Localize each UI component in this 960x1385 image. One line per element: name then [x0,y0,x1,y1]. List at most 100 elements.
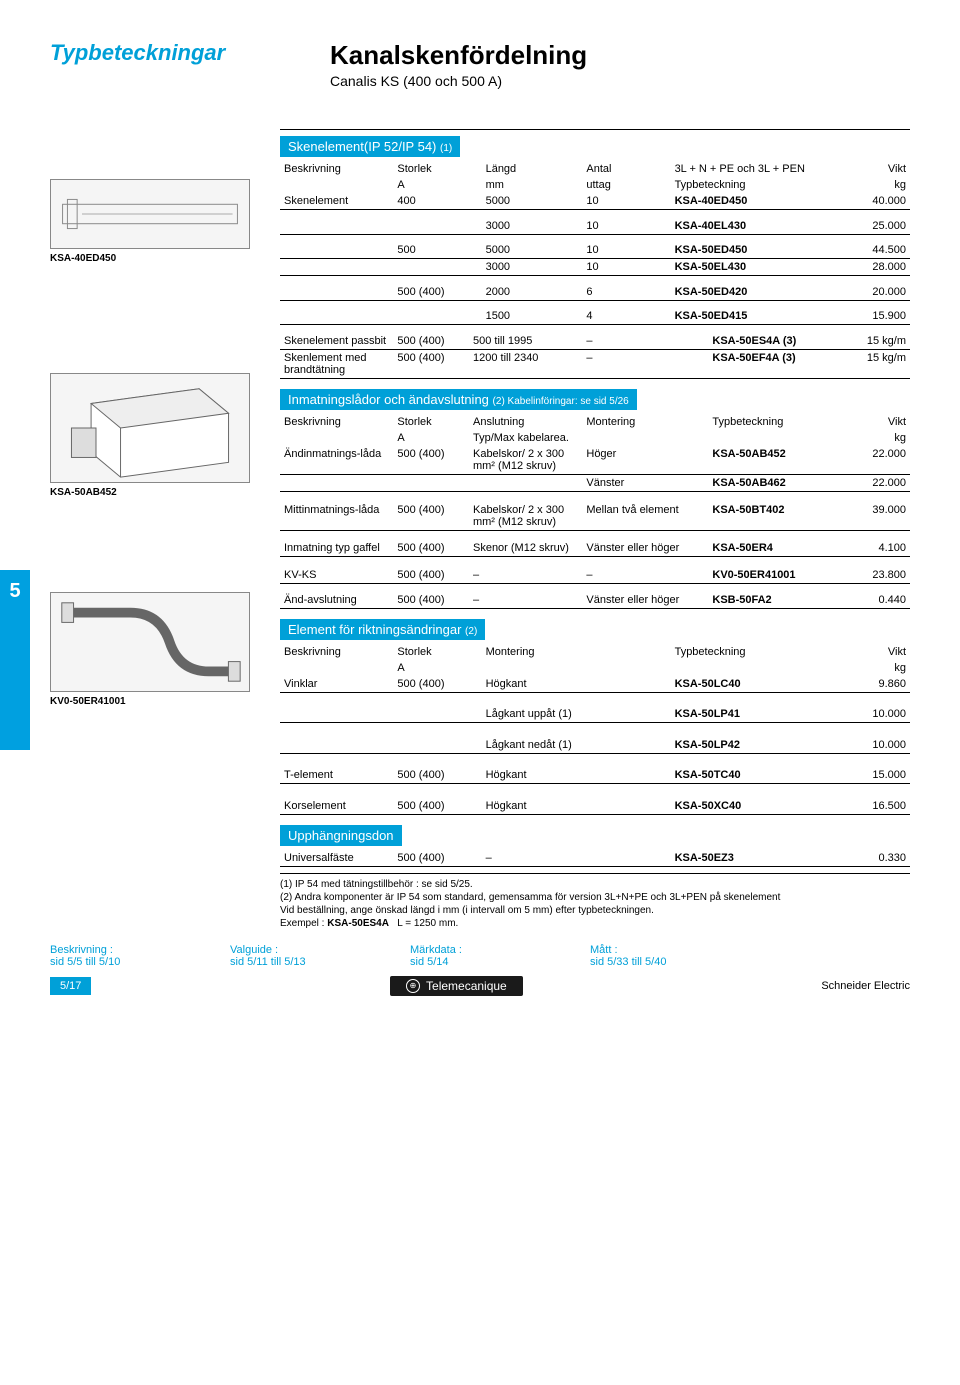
table-cell: 15.900 [834,308,910,325]
table-cell: Inmatning typ gaffel [280,540,393,557]
table-cell: 0.330 [834,850,910,867]
table-cell: Vänster eller höger [582,592,708,609]
table-cell: KSA-50TC40 [671,767,835,784]
table-cell: 1500 [482,308,583,325]
table-row: Vinklar500 (400)HögkantKSA-50LC409.860 [280,676,910,693]
table-cell: KSA-50EL430 [671,259,835,276]
product-image-element [50,592,250,692]
link-valguide[interactable]: Valguide :sid 5/11 till 5/13 [230,944,410,968]
table-cell [280,475,393,492]
table-cell: KSA-50ED420 [671,284,835,301]
table-cell: Universalfäste [280,850,393,867]
main-title: Kanalskenfördelning [330,40,910,71]
table-cell [280,737,393,754]
table-cell: 9.860 [834,676,910,693]
table-cell: – [469,592,582,609]
table-cell: 22.000 [834,475,910,492]
table-cell: 500 (400) [393,540,469,557]
table-cell: 1200 till 2340 [469,350,582,379]
table-cell: KSA-50AB452 [708,446,834,475]
table-cell: 5000 [482,193,583,210]
table-cell: 10.000 [834,706,910,723]
table-cell: 10.000 [834,737,910,754]
page-number: 5/17 [50,977,91,995]
table-cell [393,706,481,723]
table-cell: 500 (400) [393,502,469,531]
table-cell [280,706,393,723]
table-cell: Högkant [482,676,671,693]
table-row: Skenelement passbit500 (400)500 till 199… [280,333,910,350]
brand-logo: ⊕ Telemecanique [390,976,523,996]
table-cell: 500 (400) [393,350,469,379]
table-cell: 15 kg/m [834,333,910,350]
table-cell: 15.000 [834,767,910,784]
table-cell: 500 (400) [393,333,469,350]
table-cell: Skenor (M12 skruv) [469,540,582,557]
table-cell [393,737,481,754]
link-markdata[interactable]: Märkdata :sid 5/14 [410,944,590,968]
table-cell: Vinklar [280,676,393,693]
table-cell: KSA-50ED450 [671,242,835,259]
table-row: 300010KSA-50EL43028.000 [280,259,910,276]
side-tab: 5 [0,570,30,750]
section4-heading: Upphängningsdon [280,825,402,846]
table-cell: 500 (400) [393,850,481,867]
table-cell: 500 (400) [393,567,469,584]
table-cell: KV0-50ER41001 [708,567,834,584]
table-cell: – [582,567,708,584]
table-cell: KSA-50AB462 [708,475,834,492]
table-cell: KSA-50LP41 [671,706,835,723]
table-cell: 500 (400) [393,592,469,609]
table-row: Änd-avslutning500 (400)–Vänster eller hö… [280,592,910,609]
table-cell: Skenelement passbit [280,333,393,350]
table-cell: – [469,567,582,584]
table-row: Ändinmatnings-låda500 (400)Kabelskor/ 2 … [280,446,910,475]
table-cell: Kabelskor/ 2 x 300 mm² (M12 skruv) [469,502,582,531]
table-cell: KSA-50XC40 [671,798,835,815]
section3-heading: Element för riktningsändringar (2) [280,619,485,640]
table-cell: Ändinmatnings-låda [280,446,393,475]
table-cell: 20.000 [834,284,910,301]
table-cell: 10 [582,218,670,235]
table-cell: – [482,850,671,867]
table-row: 15004KSA-50ED41515.900 [280,308,910,325]
table-cell: 4.100 [834,540,910,557]
table-cell [393,475,469,492]
table-cell: 40.000 [834,193,910,210]
footnotes: (1) IP 54 med tätningstillbehör : se sid… [280,873,910,930]
table-cell [393,308,481,325]
header-left-title: Typbeteckningar [50,40,330,66]
table-cell: 500 (400) [393,284,481,301]
table-cell [393,259,481,276]
table-cell: Vänster [582,475,708,492]
table-cell: T-element [280,767,393,784]
table-row: Korselement500 (400)HögkantKSA-50XC4016.… [280,798,910,815]
table-cell: Högkant [482,767,671,784]
brand-icon: ⊕ [406,979,420,993]
section2-heading: Inmatningslådor och ändavslutning (2) Ka… [280,389,637,410]
table-cell: Korselement [280,798,393,815]
table-cell: KSB-50FA2 [708,592,834,609]
link-beskrivning[interactable]: Beskrivning :sid 5/5 till 5/10 [50,944,230,968]
table-cell: KSA-40ED450 [671,193,835,210]
product-image-inmatning [50,373,250,483]
table-row: Inmatning typ gaffel500 (400)Skenor (M12… [280,540,910,557]
table-cell [280,284,393,301]
table-cell: Kabelskor/ 2 x 300 mm² (M12 skruv) [469,446,582,475]
link-matt[interactable]: Mått :sid 5/33 till 5/40 [590,944,770,968]
product-image-skenelement [50,179,250,249]
footer: 5/17 ⊕ Telemecanique Schneider Electric [50,976,910,996]
table-skenelement: Beskrivning Storlek Längd Antal 3L + N +… [280,161,910,325]
image-label-1: KSA-40ED450 [50,253,265,264]
table-row: 300010KSA-40EL43025.000 [280,218,910,235]
table-cell: 23.800 [834,567,910,584]
table-cell [280,218,393,235]
table-cell [280,259,393,276]
table-cell [280,242,393,259]
table-cell: 500 (400) [393,446,469,475]
table-cell: 16.500 [834,798,910,815]
table-cell: 4 [582,308,670,325]
table-row: Lågkant nedåt (1)KSA-50LP4210.000 [280,737,910,754]
table-row: Universalfäste500 (400)–KSA-50EZ30.330 [280,850,910,867]
table-skenelement-extra: Skenelement passbit500 (400)500 till 199… [280,333,910,379]
